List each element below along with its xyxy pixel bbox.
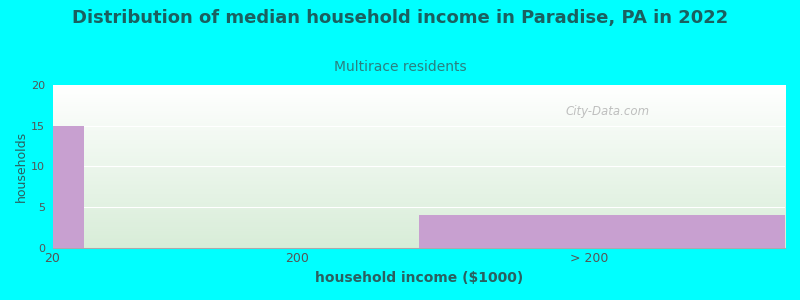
Text: City-Data.com: City-Data.com bbox=[566, 104, 650, 118]
X-axis label: household income ($1000): household income ($1000) bbox=[314, 271, 523, 285]
Bar bbox=[53, 126, 84, 248]
Y-axis label: households: households bbox=[15, 131, 28, 202]
Bar bbox=[418, 215, 785, 248]
Text: Multirace residents: Multirace residents bbox=[334, 60, 466, 74]
Text: Distribution of median household income in Paradise, PA in 2022: Distribution of median household income … bbox=[72, 9, 728, 27]
